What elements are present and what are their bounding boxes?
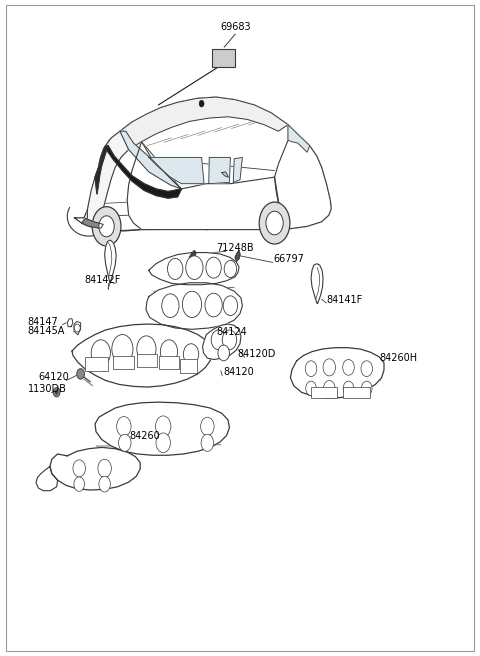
Polygon shape <box>74 321 81 335</box>
Polygon shape <box>190 251 196 260</box>
Bar <box>311 387 337 398</box>
Circle shape <box>53 388 60 397</box>
Polygon shape <box>82 218 103 228</box>
Circle shape <box>305 361 317 377</box>
Circle shape <box>343 359 354 375</box>
Polygon shape <box>105 240 116 282</box>
Text: 71248B: 71248B <box>216 243 254 253</box>
Polygon shape <box>50 447 140 490</box>
Polygon shape <box>87 131 129 223</box>
Polygon shape <box>209 157 230 184</box>
Text: 1130DB: 1130DB <box>28 384 67 394</box>
Polygon shape <box>290 348 384 398</box>
Bar <box>113 356 134 369</box>
Polygon shape <box>127 142 181 227</box>
Circle shape <box>137 336 156 362</box>
Circle shape <box>206 257 221 278</box>
Circle shape <box>156 433 170 453</box>
Circle shape <box>201 434 214 451</box>
Circle shape <box>183 344 199 365</box>
Polygon shape <box>235 251 240 261</box>
Circle shape <box>323 359 336 376</box>
Bar <box>343 387 370 398</box>
Polygon shape <box>120 131 181 189</box>
Polygon shape <box>146 283 242 329</box>
Circle shape <box>361 361 372 377</box>
Circle shape <box>259 202 290 244</box>
Polygon shape <box>105 146 181 198</box>
Circle shape <box>201 417 214 436</box>
Circle shape <box>306 381 316 396</box>
Polygon shape <box>72 324 211 387</box>
Polygon shape <box>311 264 323 303</box>
Circle shape <box>205 293 222 317</box>
Polygon shape <box>222 172 228 177</box>
Circle shape <box>162 294 179 318</box>
Circle shape <box>211 330 226 350</box>
Polygon shape <box>95 402 229 455</box>
Polygon shape <box>67 319 73 327</box>
Polygon shape <box>95 146 108 194</box>
Text: 84141F: 84141F <box>326 295 363 305</box>
Text: 84120D: 84120D <box>238 349 276 359</box>
Circle shape <box>223 296 238 316</box>
Circle shape <box>112 335 133 363</box>
Circle shape <box>156 416 171 437</box>
Circle shape <box>119 434 131 451</box>
Circle shape <box>74 324 80 332</box>
Circle shape <box>168 258 183 279</box>
Polygon shape <box>36 466 58 491</box>
Polygon shape <box>149 157 204 184</box>
Circle shape <box>73 460 85 477</box>
Circle shape <box>117 417 131 436</box>
Circle shape <box>91 340 110 366</box>
Circle shape <box>218 345 229 361</box>
Circle shape <box>182 291 202 318</box>
Polygon shape <box>233 157 242 182</box>
Circle shape <box>99 216 114 237</box>
Circle shape <box>324 380 335 396</box>
Polygon shape <box>275 125 331 230</box>
Circle shape <box>222 330 237 350</box>
Polygon shape <box>288 125 310 152</box>
Text: 84120: 84120 <box>223 367 254 377</box>
Polygon shape <box>120 97 288 150</box>
Bar <box>212 49 235 67</box>
Bar <box>137 354 157 367</box>
Circle shape <box>343 381 354 396</box>
Circle shape <box>74 477 84 491</box>
Polygon shape <box>127 142 283 230</box>
Text: 69683: 69683 <box>220 22 251 32</box>
Polygon shape <box>203 324 241 359</box>
Circle shape <box>199 100 204 107</box>
Circle shape <box>266 211 283 235</box>
Text: 84142F: 84142F <box>84 275 120 285</box>
Text: 84147: 84147 <box>28 317 59 327</box>
Circle shape <box>224 260 237 277</box>
Circle shape <box>160 340 178 363</box>
Bar <box>159 356 179 369</box>
Circle shape <box>99 476 110 492</box>
Text: 84260: 84260 <box>130 431 160 441</box>
Bar <box>85 357 108 371</box>
Text: 64120: 64120 <box>38 372 69 382</box>
Circle shape <box>98 459 111 478</box>
Bar <box>180 359 197 373</box>
Circle shape <box>55 390 58 394</box>
Polygon shape <box>149 253 239 285</box>
Circle shape <box>361 381 372 396</box>
Circle shape <box>92 207 121 246</box>
Circle shape <box>77 369 84 379</box>
Circle shape <box>186 256 203 279</box>
Text: 66797: 66797 <box>274 255 304 264</box>
Text: 84124: 84124 <box>216 327 247 337</box>
Text: 84260H: 84260H <box>379 353 417 363</box>
Text: 84145A: 84145A <box>28 326 65 336</box>
Polygon shape <box>74 97 331 231</box>
